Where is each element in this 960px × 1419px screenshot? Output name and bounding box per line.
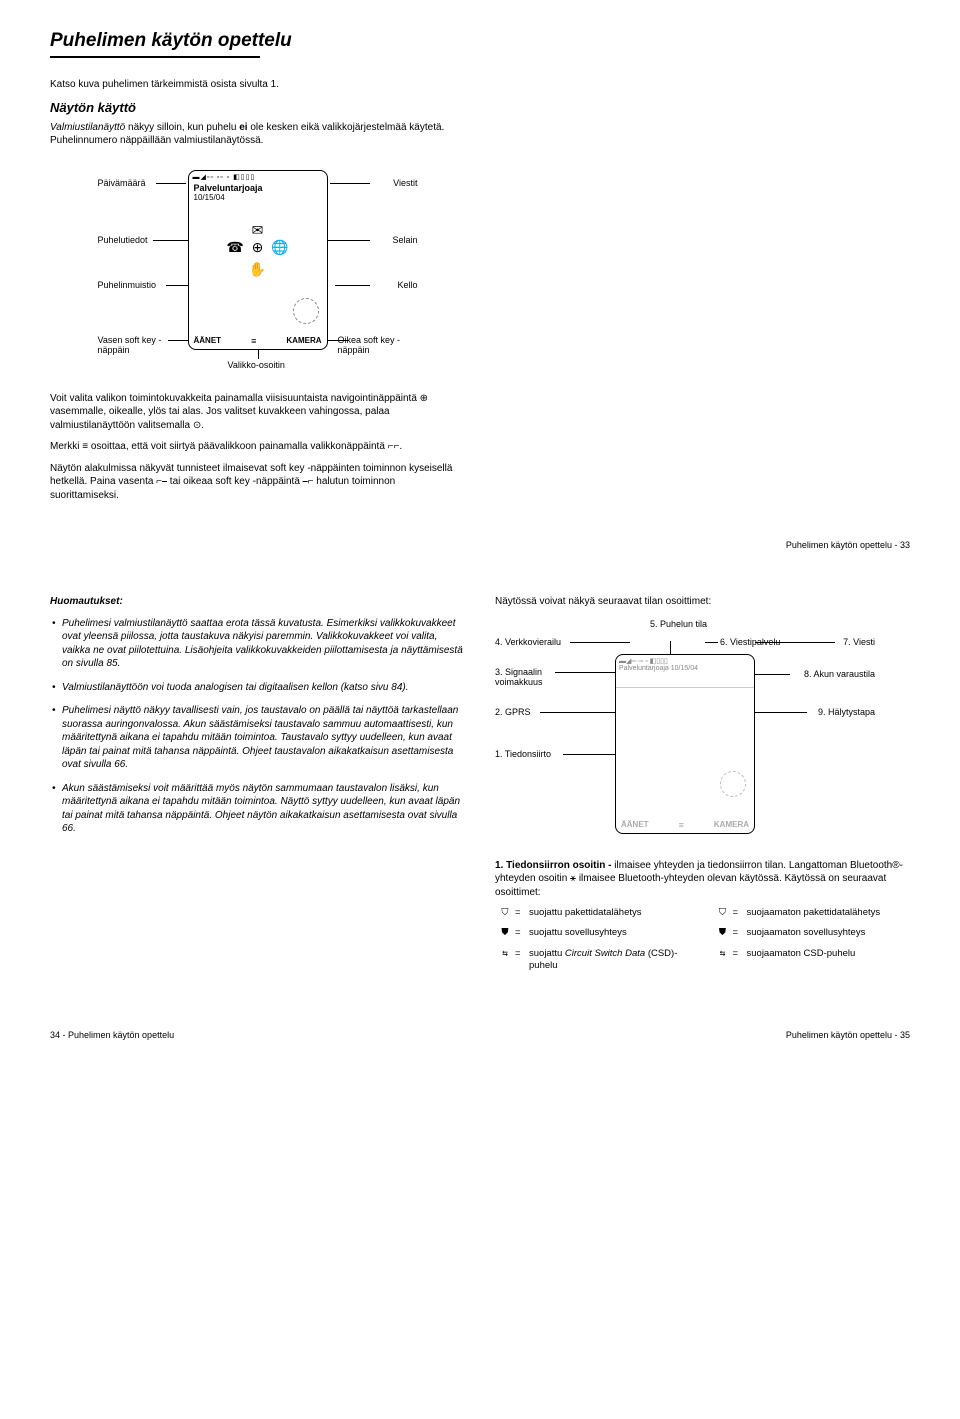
txt-a2: suojattu sovellusyhteys xyxy=(529,927,627,939)
soft-left-2: ÄÄNET xyxy=(621,820,649,830)
label-clock: Kello xyxy=(397,280,417,290)
sd-4: 4. Verkkovierailu xyxy=(495,637,561,647)
soft-right-2: KAMERA xyxy=(714,820,749,830)
page-34-35: Huomautukset: Puhelimesi valmiustilanäyt… xyxy=(0,565,960,1055)
status-intro: Näytössä voivat näkyä seuraavat tilan os… xyxy=(495,595,910,609)
ind-b3: ⇆ = suojaamaton CSD-puhelu xyxy=(713,948,911,960)
notes-heading: Huomautukset: xyxy=(50,595,465,609)
sym-b2: ⛊ xyxy=(713,927,733,939)
left-column-34: Huomautukset: Puhelimesi valmiustilanäyt… xyxy=(50,595,465,980)
sym-b1: ⛉ xyxy=(713,907,733,919)
txt-b1: suojaamaton pakettidatalähetys xyxy=(747,907,881,919)
label-phonebook: Puhelinmuistio xyxy=(98,280,157,290)
phone-diagram: Päivämäärä Viestit Puhelutiedot Selain P… xyxy=(98,160,418,380)
footer-35: Puhelimen käytön opettelu - 35 xyxy=(495,1030,910,1040)
sd-3: 3. Signaalin voimakkuus xyxy=(495,667,565,687)
notes-list: Puhelimesi valmiustilanäyttö saattaa ero… xyxy=(50,617,465,836)
txt-a3: suojattu Circuit Switch Data (CSD)-puhel… xyxy=(529,948,693,973)
sp-prov: Palveluntarjoaja xyxy=(619,665,669,672)
sym-a1: ⛉ xyxy=(495,907,515,919)
intro-text: Katso kuva puhelimen tärkeimmistä osista… xyxy=(50,78,465,92)
status-phone-screen: ▬◢▫▫ ▫▫ ▫ ◧▯▯▯Palveluntarjoaja 10/15/04 … xyxy=(615,654,755,834)
label-menu: Valikko-osoitin xyxy=(228,360,285,370)
note-4: Akun säästämiseksi voit määrittää myös n… xyxy=(50,782,465,836)
sym-a2: ⛊ xyxy=(495,927,515,939)
menu-icon-2: ≡ xyxy=(679,820,684,830)
screen-date: 10/15/04 xyxy=(189,193,327,202)
txt-a1: suojattu pakettidatalähetys xyxy=(529,907,642,919)
status-bar-icons: ▬◢▫▫ ▫▫ ▫ ◧▯▯▯ xyxy=(189,171,327,183)
txt-b3: suojaamaton CSD-puhelu xyxy=(747,948,856,960)
indicator-1-desc: 1. Tiedonsiirron osoitin - ilmaisee yhte… xyxy=(495,859,910,900)
sd-5: 5. Puhelun tila xyxy=(650,619,710,629)
ind1-title: 1. Tiedonsiirron osoitin - xyxy=(495,860,612,871)
label-date: Päivämäärä xyxy=(98,178,146,188)
status-diagram: 4. Verkkovierailu 3. Signaalin voimakkuu… xyxy=(495,619,875,849)
label-right-softkey: Oikea soft key -näppäin xyxy=(338,335,418,355)
page-33: Puhelimen käytön opettelu Katso kuva puh… xyxy=(0,0,960,565)
ind-a3: ⇆ = suojattu Circuit Switch Data (CSD)-p… xyxy=(495,948,693,973)
analog-clock-icon xyxy=(293,298,319,324)
label-browser: Selain xyxy=(392,235,417,245)
right-column-33-empty xyxy=(495,30,910,510)
note-2: Valmiustilanäyttöön voi tuoda analogisen… xyxy=(50,681,465,695)
sd-2: 2. GPRS xyxy=(495,707,531,717)
clock-icon-2 xyxy=(720,771,746,797)
screen-lower-icons: ✋ xyxy=(189,256,327,278)
sd-8: 8. Akun varaustila xyxy=(804,669,875,679)
ind-b2: ⛊ = suojaamaton sovellusyhteys xyxy=(713,927,911,939)
note-3: Puhelimesi näyttö näkyy tavallisesti vai… xyxy=(50,704,465,772)
footer-34: 34 - Puhelimen käytön opettelu xyxy=(50,1030,465,1040)
footer-33: Puhelimen käytön opettelu - 33 xyxy=(50,540,910,550)
ind-col-left: ⛉ = suojattu pakettidatalähetys ⛊ = suoj… xyxy=(495,907,693,980)
label-calls: Puhelutiedot xyxy=(98,235,148,245)
soft-right: KAMERA xyxy=(286,336,321,346)
status-bar: ▬◢▫▫ ▫▫ ▫ ◧▯▯▯Palveluntarjoaja 10/15/04 xyxy=(616,655,754,688)
page-title: Puhelimen käytön opettelu xyxy=(50,30,465,52)
note-1: Puhelimesi valmiustilanäyttö saattaa ero… xyxy=(50,617,465,671)
soft-left: ÄÄNET xyxy=(194,336,222,346)
softkey-labels: ÄÄNET ≡ KAMERA xyxy=(194,336,322,346)
sym-b3: ⇆ xyxy=(713,948,733,960)
sym-a3: ⇆ xyxy=(495,948,515,973)
screen-middle-icons: ✉☎ ⊕ 🌐 xyxy=(189,202,327,256)
t-ei: ei xyxy=(239,122,247,133)
ind-a1: ⛉ = suojattu pakettidatalähetys xyxy=(495,907,693,919)
body-para-1: Voit valita valikon toimintokuvakkeita p… xyxy=(50,392,465,433)
ind-b1: ⛉ = suojaamaton pakettidatalähetys xyxy=(713,907,911,919)
t1: näkyy silloin, kun puhelu xyxy=(128,122,236,133)
standby-term: Valmiustilanäyttö xyxy=(50,122,125,133)
sd-9: 9. Hälytystapa xyxy=(818,707,875,717)
body-para-2: Merkki ≡ osoittaa, että voit siirtyä pää… xyxy=(50,440,465,454)
body-para-3: Näytön alakulmissa näkyvät tunnisteet il… xyxy=(50,462,465,503)
screen-provider: Palveluntarjoaja xyxy=(189,183,327,193)
standby-desc: Valmiustilanäyttö näkyy silloin, kun puh… xyxy=(50,121,465,148)
eq: = xyxy=(515,907,529,919)
menu-icon: ≡ xyxy=(251,336,256,346)
phone-screen: ▬◢▫▫ ▫▫ ▫ ◧▯▯▯ Palveluntarjoaja 10/15/04… xyxy=(188,170,328,350)
label-messages: Viestit xyxy=(393,178,417,188)
indicator-table: ⛉ = suojattu pakettidatalähetys ⛊ = suoj… xyxy=(495,907,910,980)
sp-date: 10/15/04 xyxy=(671,665,698,672)
left-column-33: Puhelimen käytön opettelu Katso kuva puh… xyxy=(50,30,465,510)
sd-1: 1. Tiedonsiirto xyxy=(495,749,551,759)
ind-col-right: ⛉ = suojaamaton pakettidatalähetys ⛊ = s… xyxy=(713,907,911,980)
right-column-35: Näytössä voivat näkyä seuraavat tilan os… xyxy=(495,595,910,980)
ind-a2: ⛊ = suojattu sovellusyhteys xyxy=(495,927,693,939)
sd-7: 7. Viesti xyxy=(843,637,875,647)
label-left-softkey: Vasen soft key -näppäin xyxy=(98,335,178,355)
txt-b2: suojaamaton sovellusyhteys xyxy=(747,927,866,939)
softkey-labels-2: ÄÄNET ≡ KAMERA xyxy=(621,820,749,830)
section-title: Näytön käyttö xyxy=(50,100,465,115)
title-underline xyxy=(50,56,260,58)
